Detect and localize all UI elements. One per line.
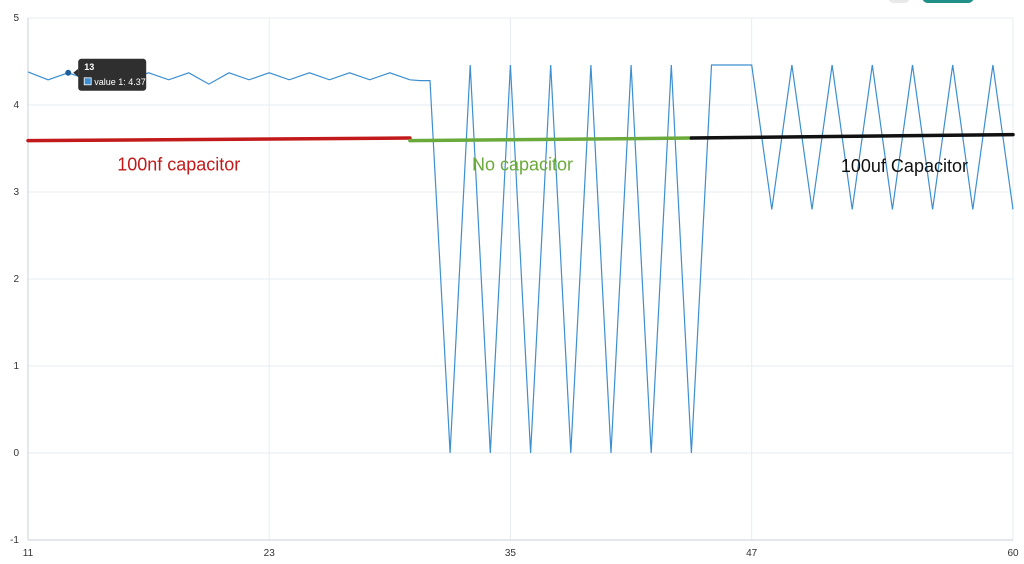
y-tick-label: -1 xyxy=(10,535,19,546)
tooltip-title: 13 xyxy=(84,62,94,72)
annotations: 100nf capacitor No capacitor 100uf Capacit… xyxy=(26,132,1015,176)
y-tick-label: 5 xyxy=(13,13,19,24)
y-tick-label: 3 xyxy=(13,187,19,198)
x-tick-label: 35 xyxy=(505,548,517,559)
tooltip-label: value 1: 4.37 xyxy=(94,77,146,87)
top-control-light[interactable] xyxy=(888,0,910,3)
x-tick-label: 47 xyxy=(746,548,758,559)
grid xyxy=(27,17,1014,541)
series-line xyxy=(27,64,1014,454)
x-tick-label: 60 xyxy=(1007,548,1019,559)
annotation-label: No capacitor xyxy=(472,154,573,174)
annotation-label: 100nf capacitor xyxy=(117,154,240,174)
y-tick-label: 2 xyxy=(13,274,19,285)
annotation-line xyxy=(26,136,412,143)
y-tick-label: 4 xyxy=(13,100,19,111)
top-control-button[interactable] xyxy=(922,0,974,3)
annotation-label: 100uf Capacitor xyxy=(841,156,968,176)
plot-area xyxy=(27,64,1014,454)
tooltip-swatch xyxy=(83,77,92,86)
tooltip-box xyxy=(78,58,147,91)
annotation-line xyxy=(408,136,694,143)
tooltip-pointer xyxy=(73,68,79,77)
annotation-line xyxy=(689,132,1015,140)
x-tick-label: 11 xyxy=(23,548,34,559)
y-tick-label: 0 xyxy=(13,448,19,459)
x-tick-label: 23 xyxy=(264,548,276,559)
tooltip-point xyxy=(65,69,72,76)
y-tick-label: 1 xyxy=(13,361,19,372)
